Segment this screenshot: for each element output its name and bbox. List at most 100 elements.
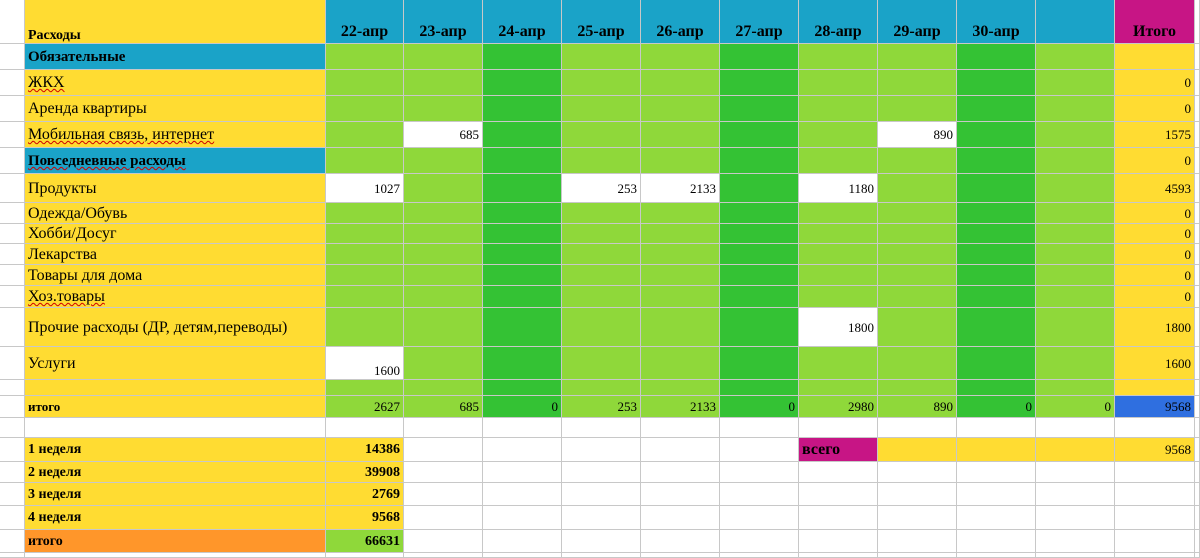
- value-cell[interactable]: [326, 380, 404, 396]
- vsego-value[interactable]: 9568: [1115, 438, 1195, 462]
- value-cell[interactable]: [562, 380, 641, 396]
- blank-cell[interactable]: [404, 553, 483, 558]
- value-cell[interactable]: [562, 44, 641, 70]
- blank-cell[interactable]: [641, 553, 720, 558]
- value-cell[interactable]: [878, 70, 957, 96]
- blank-cell[interactable]: [878, 418, 957, 438]
- blank-cell[interactable]: [483, 506, 562, 530]
- value-cell[interactable]: [641, 122, 720, 148]
- value-cell[interactable]: 2133: [641, 174, 720, 203]
- value-cell[interactable]: [562, 347, 641, 380]
- row-gutter[interactable]: [0, 396, 25, 418]
- blank-cell[interactable]: [562, 506, 641, 530]
- value-cell[interactable]: [878, 244, 957, 265]
- value-cell[interactable]: [957, 203, 1036, 224]
- value-cell[interactable]: [957, 148, 1036, 174]
- row-gutter[interactable]: [0, 174, 25, 203]
- value-cell[interactable]: [562, 224, 641, 244]
- value-cell[interactable]: [799, 244, 878, 265]
- spare-cell[interactable]: [1195, 122, 1200, 148]
- row-total-cell[interactable]: 9568: [1115, 396, 1195, 418]
- value-cell[interactable]: [404, 224, 483, 244]
- value-cell[interactable]: [483, 244, 562, 265]
- value-cell[interactable]: [1036, 96, 1115, 122]
- row-total-cell[interactable]: 4593: [1115, 174, 1195, 203]
- value-cell[interactable]: 890: [878, 396, 957, 418]
- row-gutter[interactable]: [0, 96, 25, 122]
- blank-cell[interactable]: [1115, 483, 1195, 506]
- blank-cell[interactable]: [483, 462, 562, 483]
- row-total-cell[interactable]: 0: [1115, 265, 1195, 286]
- value-cell[interactable]: [957, 380, 1036, 396]
- value-cell[interactable]: [404, 265, 483, 286]
- value-cell[interactable]: [720, 70, 799, 96]
- blank-cell[interactable]: [326, 418, 404, 438]
- row-label[interactable]: Лекарства: [25, 244, 326, 265]
- row-gutter[interactable]: [0, 347, 25, 380]
- value-cell[interactable]: [326, 224, 404, 244]
- value-cell[interactable]: [1036, 380, 1115, 396]
- blank-cell[interactable]: [326, 553, 404, 558]
- row-gutter[interactable]: [0, 203, 25, 224]
- value-cell[interactable]: [483, 224, 562, 244]
- spare-column-header[interactable]: [1195, 0, 1200, 44]
- value-cell[interactable]: [720, 286, 799, 308]
- value-cell[interactable]: [720, 148, 799, 174]
- value-cell[interactable]: 890: [878, 122, 957, 148]
- blank-cell[interactable]: [25, 418, 326, 438]
- blank-cell[interactable]: [404, 530, 483, 553]
- blank-cell[interactable]: [1195, 530, 1200, 553]
- blank-cell[interactable]: [720, 553, 799, 558]
- blank-cell[interactable]: [1195, 418, 1200, 438]
- blank-cell[interactable]: [483, 530, 562, 553]
- row-label[interactable]: Продукты: [25, 174, 326, 203]
- row-gutter[interactable]: [0, 530, 25, 553]
- vsego-fill[interactable]: [878, 438, 957, 462]
- value-cell[interactable]: [641, 380, 720, 396]
- value-cell[interactable]: [1036, 70, 1115, 96]
- value-cell[interactable]: [404, 174, 483, 203]
- value-cell[interactable]: 0: [957, 396, 1036, 418]
- value-cell[interactable]: [720, 203, 799, 224]
- blank-cell[interactable]: [720, 438, 799, 462]
- value-cell[interactable]: [799, 70, 878, 96]
- blank-cell[interactable]: [1195, 483, 1200, 506]
- row-label[interactable]: Обязательные: [25, 44, 326, 70]
- value-cell[interactable]: [957, 347, 1036, 380]
- value-cell[interactable]: [404, 96, 483, 122]
- value-cell[interactable]: [562, 265, 641, 286]
- row-total-cell[interactable]: 0: [1115, 96, 1195, 122]
- value-cell[interactable]: [641, 148, 720, 174]
- value-cell[interactable]: [641, 44, 720, 70]
- row-total-cell[interactable]: 0: [1115, 203, 1195, 224]
- blank-cell[interactable]: [720, 483, 799, 506]
- value-cell[interactable]: [957, 244, 1036, 265]
- value-cell[interactable]: [326, 148, 404, 174]
- value-cell[interactable]: 1600: [326, 347, 404, 380]
- blank-cell[interactable]: [957, 418, 1036, 438]
- blank-cell[interactable]: [799, 483, 878, 506]
- blank-cell[interactable]: [0, 553, 25, 558]
- value-cell[interactable]: [404, 286, 483, 308]
- blank-cell[interactable]: [562, 483, 641, 506]
- value-cell[interactable]: [878, 286, 957, 308]
- blank-cell[interactable]: [878, 462, 957, 483]
- value-cell[interactable]: [562, 244, 641, 265]
- row-label[interactable]: Товары для дома: [25, 265, 326, 286]
- value-cell[interactable]: [326, 203, 404, 224]
- value-cell[interactable]: [799, 122, 878, 148]
- value-cell[interactable]: [720, 308, 799, 347]
- value-cell[interactable]: 685: [404, 396, 483, 418]
- value-cell[interactable]: [799, 380, 878, 396]
- value-cell[interactable]: [641, 224, 720, 244]
- value-cell[interactable]: [957, 308, 1036, 347]
- value-cell[interactable]: [1036, 174, 1115, 203]
- week-value[interactable]: 9568: [326, 506, 404, 530]
- value-cell[interactable]: [1036, 224, 1115, 244]
- blank-cell[interactable]: [404, 418, 483, 438]
- row-label[interactable]: [25, 380, 326, 396]
- row-total-cell[interactable]: 1600: [1115, 347, 1195, 380]
- row-label[interactable]: Аренда квартиры: [25, 96, 326, 122]
- blank-cell[interactable]: [562, 438, 641, 462]
- date-column-header[interactable]: 28-апр: [799, 0, 878, 44]
